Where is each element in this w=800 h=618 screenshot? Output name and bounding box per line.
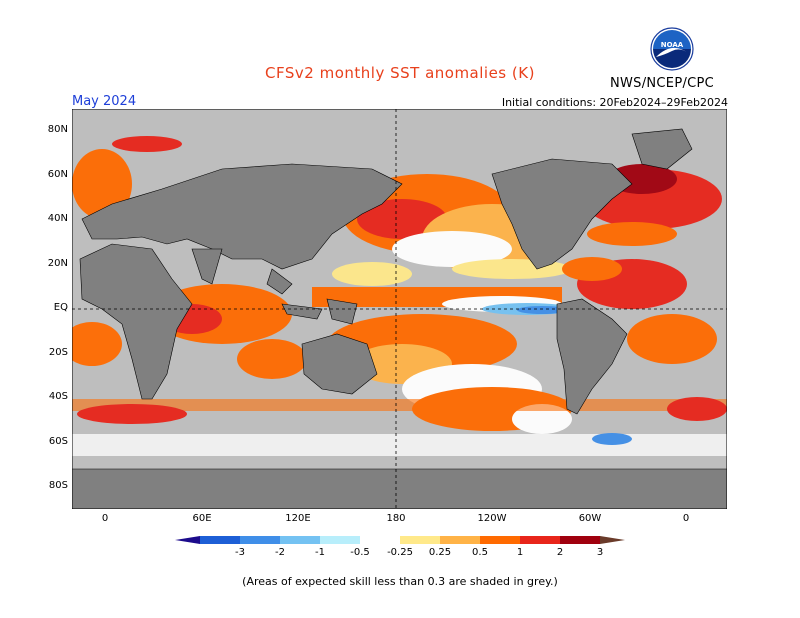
colorbar-label: -0.25 <box>387 547 413 558</box>
colorbar-swatch <box>280 536 320 544</box>
noaa-logo: NOAA <box>650 27 694 71</box>
colorbar-swatch <box>480 536 520 544</box>
skill-note: (Areas of expected skill less than 0.3 a… <box>242 575 558 588</box>
logo-text: NOAA <box>661 41 684 49</box>
initial-conditions: Initial conditions: 20Feb2024–29Feb2024 <box>501 96 728 109</box>
colorbar-swatch <box>320 536 360 544</box>
colorbar-label: -0.5 <box>350 547 370 558</box>
lon-label: 60E <box>192 513 212 524</box>
lon-label: 120W <box>477 513 507 524</box>
lon-label: 180 <box>386 513 406 524</box>
lat-label: 40S <box>48 391 68 402</box>
land-masses <box>72 128 727 509</box>
colorbar-arrow-left <box>175 536 200 544</box>
colorbar-label: 3 <box>596 547 604 558</box>
colorbar-label: -2 <box>275 547 285 558</box>
lon-label: 0 <box>101 513 109 524</box>
colorbar-label: 0.5 <box>472 547 488 558</box>
lat-label: 80S <box>48 480 68 491</box>
colorbar-swatch <box>520 536 560 544</box>
colorbar <box>175 536 625 544</box>
colorbar-swatch <box>440 536 480 544</box>
lat-label: 80N <box>47 124 68 135</box>
lon-label: 60W <box>578 513 602 524</box>
colorbar-swatch <box>240 536 280 544</box>
sst-anomaly-map <box>72 109 727 509</box>
agency-label: NWS/NCEP/CPC <box>610 76 715 91</box>
lat-label: 40N <box>47 213 68 224</box>
forecast-month: May 2024 <box>72 94 137 109</box>
lat-label: 60N <box>47 168 68 180</box>
colorbar-swatch <box>200 536 240 544</box>
colorbar-label: 0.25 <box>428 547 452 558</box>
chart-title: CFSv2 monthly SST anomalies (K) <box>265 64 535 82</box>
lat-label: 20N <box>47 257 68 269</box>
colorbar-swatch <box>560 536 600 544</box>
colorbar-swatch <box>400 536 440 544</box>
colorbar-swatch <box>360 536 400 544</box>
lat-label: EQ <box>53 302 68 313</box>
colorbar-arrow-right <box>600 536 625 544</box>
lat-label: 20S <box>48 346 68 358</box>
colorbar-label: -3 <box>235 547 245 558</box>
lat-label: 60S <box>48 435 68 447</box>
lon-label: 120E <box>285 513 311 524</box>
colorbar-label: 1 <box>516 547 524 558</box>
lon-label: 0 <box>682 513 690 524</box>
colorbar-label: -1 <box>315 547 325 558</box>
colorbar-label: 2 <box>556 547 564 558</box>
